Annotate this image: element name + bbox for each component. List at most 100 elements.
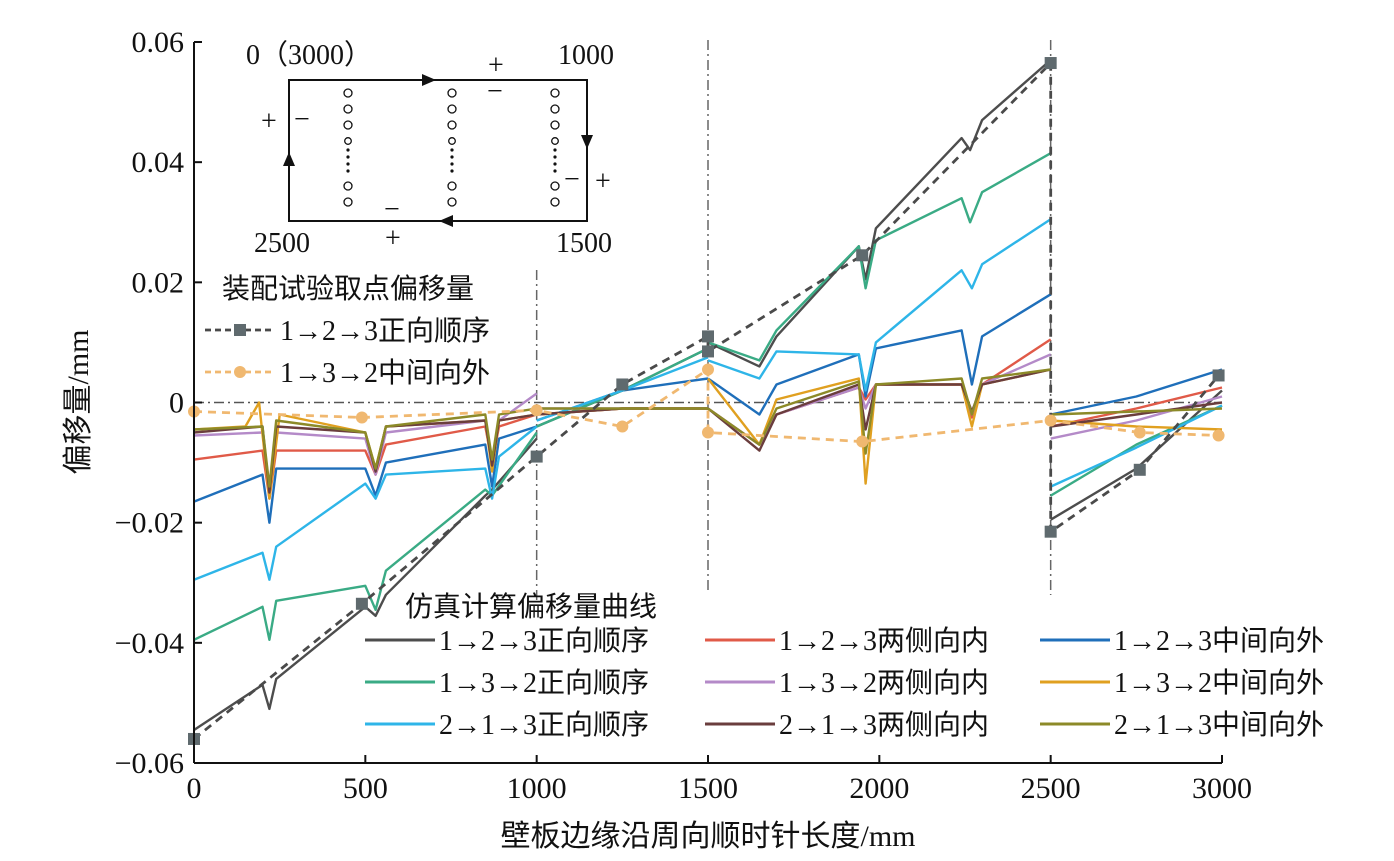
bolt-hole-circle <box>447 88 457 98</box>
legend-circle-marker <box>234 366 246 378</box>
y-axis-title: 偏移量/mm <box>62 329 95 474</box>
sim-line-segment <box>707 338 1052 446</box>
bolt-hole-circle <box>550 181 560 191</box>
inset-frame <box>288 79 588 222</box>
exp-square-point <box>530 450 543 463</box>
inset-sign-top-plus: + <box>488 50 504 81</box>
exp-square-point <box>1044 525 1057 538</box>
legend-label-sim: 1→2→3正向顺序 <box>439 625 649 657</box>
exp-circle-point <box>1212 429 1225 442</box>
arrow-left-icon <box>439 215 453 227</box>
exp-square-point <box>702 345 714 358</box>
legend-label-sim: 2→1→3两侧向内 <box>779 709 989 741</box>
exp-circle-point <box>1044 414 1057 427</box>
exp-square-point <box>1044 57 1057 70</box>
y-tick-label: 0 <box>169 387 184 420</box>
sim-line-segment <box>707 368 1051 452</box>
exp-square-point <box>355 597 368 610</box>
legend-label-sim: 1→3→2中间向外 <box>1114 667 1324 699</box>
sim-line-segment <box>707 368 1051 485</box>
sim-series-2-1-3中间向外 <box>193 368 1223 488</box>
bolt-hole-circle <box>447 120 457 130</box>
bolt-hole-circle <box>344 137 352 145</box>
arrow-right-icon <box>422 74 436 86</box>
bolt-hole-circle <box>550 120 560 130</box>
ellipsis-dot <box>553 148 557 152</box>
sim-line-segment <box>1050 407 1223 416</box>
inset-arrows <box>283 74 593 227</box>
simulation-series-group <box>193 59 1223 732</box>
inset-label-bottom-right: 1500 <box>556 228 612 259</box>
y-tick-label: −0.02 <box>115 507 184 540</box>
bolt-hole-circle <box>343 104 353 114</box>
simulation-legend-title: 仿真计算偏移量曲线 <box>405 591 657 623</box>
ellipsis-dot <box>450 169 454 173</box>
exp-circle-point <box>1133 426 1146 439</box>
inset-bolt-holes <box>343 88 560 207</box>
sim-series-2-1-3正向顺序 <box>193 218 1223 581</box>
x-tick-label: 500 <box>343 772 388 805</box>
ellipsis-dot <box>553 169 557 173</box>
legend-label-sim: 2→1→3正向顺序 <box>439 709 649 741</box>
inset-label-bottom-left: 2500 <box>254 228 310 259</box>
bolt-hole-circle <box>343 88 353 98</box>
legend-label-exp: 1→3→2中间向外 <box>280 357 490 389</box>
sim-line-segment <box>707 353 1052 446</box>
ellipsis-dot <box>450 148 454 152</box>
simulation-legend: 仿真计算偏移量曲线 1→2→3正向顺序 1→2→3两侧向内 1→2→3中间向外 1→3… <box>365 591 1324 741</box>
sim-line-segment <box>1050 404 1223 488</box>
inset-sign-bottom-plus: + <box>385 223 401 254</box>
inset-label-top-right: 1000 <box>558 40 614 71</box>
experiment-legend: 装配试验取点偏移量 1→2→3正向顺序 1→3→2中间向外 <box>205 273 490 389</box>
sim-line-segment <box>193 407 537 488</box>
sim-line-segment <box>707 293 1052 416</box>
legend-label-sim: 2→1→3中间向外 <box>1114 709 1324 741</box>
bolt-hole-circle <box>550 197 560 207</box>
exp-circle-point <box>702 426 714 439</box>
ellipsis-dot <box>553 162 557 166</box>
inset-diagram: 0（3000） 1000 2500 1500 + − + − − + − + <box>246 39 614 259</box>
inset-sign-top-minus: − <box>487 76 503 107</box>
experiment-legend-title: 装配试验取点偏移量 <box>222 273 474 305</box>
exp-circle-point <box>856 435 869 448</box>
axes: 0 500 1000 1500 2000 2500 30000.060.040.020−0.… <box>115 26 1252 805</box>
bolt-hole-circle <box>550 104 560 114</box>
x-tick-label: 2500 <box>1021 772 1081 805</box>
sim-line-segment <box>707 218 1052 392</box>
x-tick-label: 1000 <box>507 772 567 805</box>
bolt-hole-circle <box>343 181 353 191</box>
exp-square-point <box>702 330 714 343</box>
ellipsis-dot <box>346 169 350 173</box>
ellipsis-dot <box>346 162 350 166</box>
arrow-up-icon <box>283 152 295 166</box>
sim-line-segment <box>1050 368 1223 416</box>
inset-sign-bottom-minus: − <box>384 194 400 225</box>
exp-square-point <box>856 249 869 262</box>
sim-line-segment <box>707 152 1052 362</box>
bolt-hole-circle <box>448 137 456 145</box>
sim-line-segment <box>1050 386 1223 428</box>
bolt-hole-circle <box>551 137 559 145</box>
bolt-hole-circle <box>343 120 353 130</box>
bolt-hole-circle <box>447 104 457 114</box>
sim-line-segment <box>193 425 538 581</box>
exp-square-point <box>1212 369 1225 382</box>
sim-line-segment <box>707 368 1051 455</box>
exp-square-point <box>1133 463 1146 476</box>
ellipsis-dot <box>450 155 454 159</box>
x-tick-label: 2000 <box>849 772 909 805</box>
legend-label-sim: 1→2→3两侧向内 <box>779 625 989 657</box>
exp-circle-point <box>702 363 714 376</box>
y-tick-label: −0.06 <box>115 747 184 780</box>
legend-label-exp: 1→2→3正向顺序 <box>280 315 490 347</box>
exp-line <box>193 59 1220 741</box>
exp-series-1-2-3正向顺序-square <box>188 57 1225 745</box>
inset-sign-left-plus: + <box>261 106 277 137</box>
bolt-hole-circle <box>447 181 457 191</box>
legend-label-sim: 1→2→3中间向外 <box>1114 625 1324 657</box>
sim-line-segment <box>707 59 1052 368</box>
legend-label-sim: 1→3→2两侧向内 <box>779 667 989 699</box>
inset-sign-right-minus: − <box>564 164 580 195</box>
exp-series-1-3-2中间向外-circle <box>188 363 1225 448</box>
bolt-hole-circle <box>447 197 457 207</box>
